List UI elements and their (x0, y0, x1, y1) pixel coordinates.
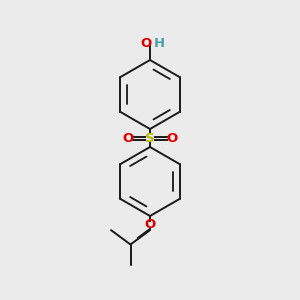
Text: O: O (141, 37, 152, 50)
Text: O: O (144, 218, 156, 232)
Text: H: H (153, 37, 165, 50)
Text: O: O (123, 131, 134, 145)
Text: O: O (166, 131, 177, 145)
Text: S: S (145, 131, 155, 145)
